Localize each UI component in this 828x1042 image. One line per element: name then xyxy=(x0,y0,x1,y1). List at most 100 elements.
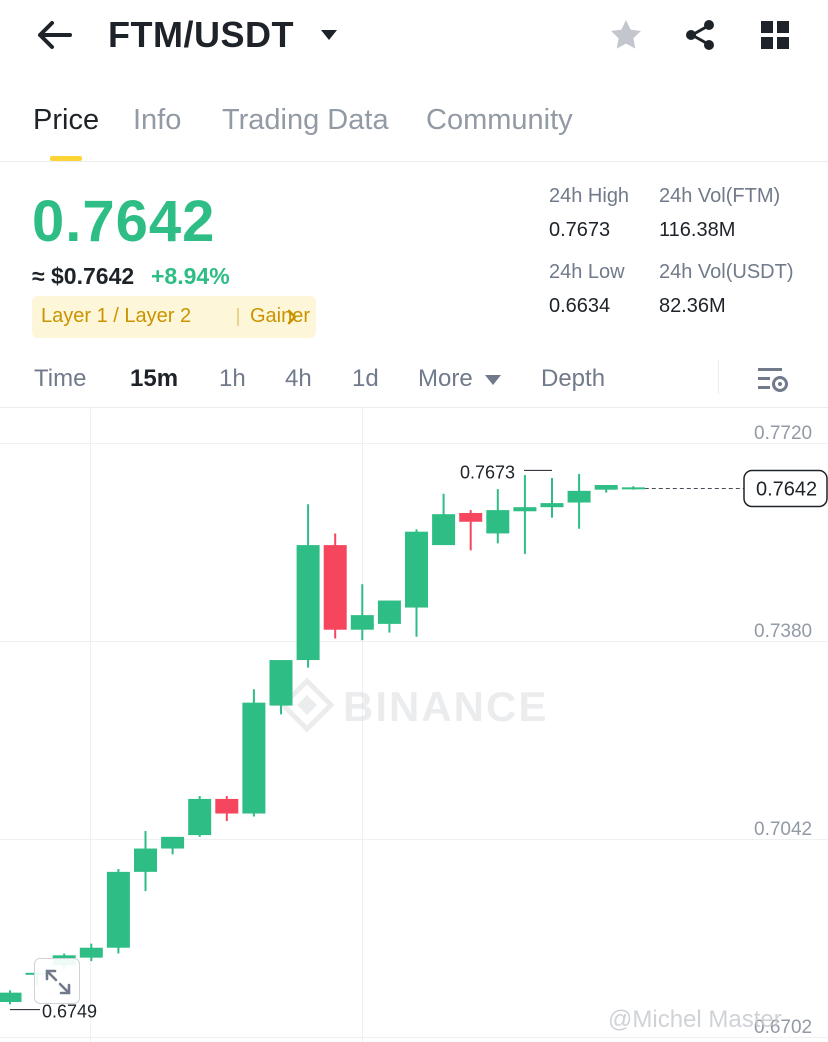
candle-body xyxy=(0,992,22,1002)
interval-bar: Time 15m 1h 4h 1d More Depth xyxy=(0,352,828,408)
divider xyxy=(718,360,719,394)
tag-chips: Layer 1 / Layer 2 Gainer xyxy=(32,296,316,338)
candle xyxy=(350,584,374,641)
candle-body xyxy=(594,485,618,490)
candle xyxy=(459,510,483,551)
caret-down-icon[interactable] xyxy=(318,26,340,44)
expand-icon xyxy=(45,969,71,995)
interval-1h[interactable]: 1h xyxy=(219,365,246,392)
y-tick-label: 0.7380 xyxy=(754,621,812,642)
last-price-pill xyxy=(743,469,828,508)
candle xyxy=(215,796,239,822)
max-price-label: 0.7673 xyxy=(460,462,515,482)
grid-icon[interactable] xyxy=(758,18,792,52)
user-watermark: @Michel Master xyxy=(608,1006,782,1033)
price-usd: ≈ $0.7642 xyxy=(32,263,135,289)
last-price-label: 0.7642 xyxy=(756,479,817,501)
back-arrow-icon[interactable] xyxy=(34,18,74,52)
candle xyxy=(486,489,510,544)
tab-community[interactable]: Community xyxy=(426,104,573,136)
candle-body xyxy=(188,798,212,836)
tab-trading-data[interactable]: Trading Data xyxy=(222,104,389,136)
fullscreen-button[interactable] xyxy=(34,958,80,1004)
candle-body xyxy=(242,702,266,814)
candle-body xyxy=(513,507,537,512)
candle xyxy=(242,689,266,817)
candle xyxy=(134,831,157,892)
candle-body xyxy=(269,660,293,706)
interval-4h[interactable]: 4h xyxy=(285,365,312,392)
interval-1d[interactable]: 1d xyxy=(352,365,379,392)
candle-body xyxy=(486,510,510,534)
stat-high-label: 24h High xyxy=(549,185,630,207)
candle xyxy=(432,493,456,546)
candle-body xyxy=(134,848,157,872)
candle-body xyxy=(459,513,483,522)
candle-body xyxy=(432,514,456,546)
candle xyxy=(79,943,103,962)
candle xyxy=(405,529,428,637)
candle xyxy=(296,504,320,668)
interval-depth[interactable]: Depth xyxy=(541,365,606,392)
candle-body xyxy=(296,545,320,661)
candle xyxy=(106,868,130,954)
candle xyxy=(540,478,564,518)
candle-body xyxy=(377,600,401,624)
last-price: 0.7642 xyxy=(32,189,216,254)
candles xyxy=(0,473,645,1005)
min-price-label: 0.6749 xyxy=(42,1002,97,1022)
binance-watermark: BINANCE xyxy=(279,677,546,733)
candle-body xyxy=(567,490,591,503)
chevron-right-icon xyxy=(287,309,297,325)
tag-layer[interactable]: Layer 1 / Layer 2 xyxy=(41,305,192,327)
candlestick-chart[interactable]: BINANCE 0.7720 0.7380 0.7042 0.6702 0.7642 0… xyxy=(0,409,828,1042)
pair-title[interactable]: FTM/USDT xyxy=(108,14,294,55)
y-tick-label: 0.7042 xyxy=(754,819,812,840)
candle-body xyxy=(323,545,347,630)
candle xyxy=(594,485,618,493)
stat-vol-ftm-label: 24h Vol(FTM) xyxy=(659,185,781,207)
candle-body xyxy=(106,871,130,948)
active-tab-indicator xyxy=(50,156,82,161)
candle-body xyxy=(621,487,645,490)
annotations: 0.7642 0.7673 0.6749 xyxy=(10,462,828,1022)
tab-price[interactable]: Price xyxy=(33,104,100,136)
candle-body xyxy=(161,836,185,849)
share-icon[interactable] xyxy=(682,17,718,53)
interval-time[interactable]: Time xyxy=(34,365,87,392)
caret-down-icon[interactable] xyxy=(484,374,502,386)
stat-vol-ftm-value: 116.38M xyxy=(659,219,736,241)
chart-settings-icon[interactable] xyxy=(756,364,790,396)
candle xyxy=(621,486,645,490)
tag-divider xyxy=(237,308,239,326)
y-tick-label: 0.6702 xyxy=(754,1017,812,1038)
interval-more[interactable]: More xyxy=(418,365,473,392)
price-change: +8.94% xyxy=(151,263,230,289)
candle xyxy=(323,533,347,639)
tab-info[interactable]: Info xyxy=(133,104,182,136)
candle-body xyxy=(405,531,428,608)
stat-low-label: 24h Low xyxy=(549,261,625,283)
stat-vol-usdt-value: 82.36M xyxy=(659,295,726,317)
tag-gainer[interactable]: Gainer xyxy=(250,305,311,327)
candle xyxy=(188,796,212,837)
tab-bar: Price Info Trading Data Community xyxy=(0,92,828,162)
stat-high-value: 0.7673 xyxy=(549,219,611,241)
stat-vol-usdt-label: 24h Vol(USDT) xyxy=(659,261,794,283)
top-bar: FTM/USDT xyxy=(0,0,828,78)
candle xyxy=(161,836,185,855)
candle-body xyxy=(79,947,103,958)
stat-low-value: 0.6634 xyxy=(549,295,611,317)
candle-body xyxy=(215,798,239,814)
candle xyxy=(0,990,22,1005)
candle xyxy=(269,660,293,715)
candle-body xyxy=(350,615,374,630)
star-icon[interactable] xyxy=(608,17,644,53)
y-tick-label: 0.7720 xyxy=(754,423,812,444)
y-axis: 0.7720 0.7380 0.7042 0.6702 xyxy=(754,423,812,1038)
candle xyxy=(513,475,537,554)
grid xyxy=(0,409,828,1042)
candle-body xyxy=(540,503,564,508)
interval-15m[interactable]: 15m xyxy=(130,365,179,392)
